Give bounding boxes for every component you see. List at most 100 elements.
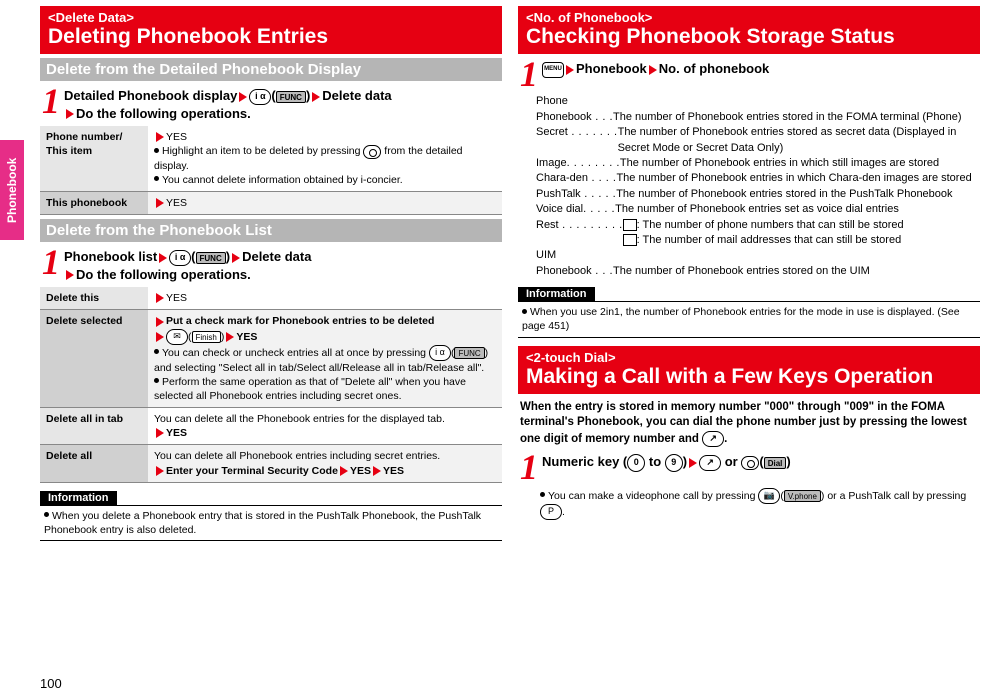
step-text: or xyxy=(721,454,741,469)
i-alpha-key-icon[interactable]: i α xyxy=(429,345,451,361)
func-label: FUNC xyxy=(276,91,306,103)
table-cell-label: Delete this xyxy=(40,287,148,310)
table-cell-label: Delete selected xyxy=(40,310,148,408)
step-text: Do the following operations. xyxy=(76,106,251,121)
term: Phonebook xyxy=(536,265,592,277)
table-cell-value: You can delete all the Phonebook entries… xyxy=(148,408,502,445)
step-number: 1 xyxy=(520,58,538,90)
description: : The number of mail addresses that can … xyxy=(637,234,902,246)
bullet-icon xyxy=(154,176,159,181)
table-cell-label: This phonebook xyxy=(40,191,148,214)
pushtalk-key-icon[interactable]: P xyxy=(540,504,562,520)
text: Perform the same operation as that of "D… xyxy=(154,376,466,402)
text: Highlight an item to be deleted by press… xyxy=(162,145,363,157)
call-key-icon[interactable]: ↗ xyxy=(702,431,724,447)
step-1b: 1 Phonebook listi α(FUNC)Delete data Do … xyxy=(40,246,502,283)
arrow-icon xyxy=(239,92,247,102)
table-cell-value: YES Highlight an item to be deleted by p… xyxy=(148,126,502,191)
text: and selecting "Select all in tab/Select … xyxy=(154,362,484,374)
text: You cannot delete information obtained b… xyxy=(162,174,403,186)
description: The number of Phonebook entries stored i… xyxy=(616,187,980,202)
text: When you delete a Phonebook entry that i… xyxy=(44,510,481,536)
bullet-icon xyxy=(154,349,159,354)
arrow-icon xyxy=(159,253,167,263)
phone-count-icon xyxy=(623,219,637,231)
arrow-icon xyxy=(340,466,348,476)
key-0-icon[interactable]: 0 xyxy=(627,454,645,472)
bullet-icon xyxy=(44,512,49,517)
right-column: <No. of Phonebook> Checking Phonebook St… xyxy=(518,6,980,541)
vphone-label: V.phone xyxy=(784,490,821,502)
step-text: Phonebook list xyxy=(64,249,157,264)
func-label: FUNC xyxy=(196,252,226,264)
arrow-icon xyxy=(156,198,164,208)
arrow-icon xyxy=(156,132,164,142)
arrow-icon xyxy=(156,466,164,476)
text: When you use 2in1, the number of Phonebo… xyxy=(522,306,960,332)
bullet-icon xyxy=(154,378,159,383)
table-cell-label: Phone number/ This item xyxy=(40,126,148,191)
table-cell-value: YES xyxy=(148,287,502,310)
section-tag: <Delete Data> xyxy=(48,10,494,25)
description: The number of Phonebook entries stored i… xyxy=(613,110,980,125)
text: YES xyxy=(383,465,404,477)
step-text: to xyxy=(645,454,665,469)
table-cell-value: Put a check mark for Phonebook entries t… xyxy=(148,310,502,408)
page-number: 100 xyxy=(40,676,62,691)
menu-key-icon[interactable]: MENU xyxy=(542,62,564,78)
step-text: Do the following operations. xyxy=(76,267,251,282)
i-alpha-key-icon[interactable]: i α xyxy=(249,89,271,105)
term: Phonebook xyxy=(536,111,592,123)
table-cell-value: YES xyxy=(148,191,502,214)
subheader-list: Delete from the Phonebook List xyxy=(40,219,502,242)
arrow-icon xyxy=(156,293,164,303)
func-label: FUNC xyxy=(454,347,484,359)
step-text: Detailed Phonebook display xyxy=(64,88,237,103)
section-tag: <2-touch Dial> xyxy=(526,350,972,365)
table-cell-label: Delete all xyxy=(40,445,148,482)
i-alpha-key-icon[interactable]: i α xyxy=(169,250,191,266)
information-label: Information xyxy=(40,491,117,505)
bullet-icon xyxy=(154,148,159,153)
group-label: Phone xyxy=(536,94,980,109)
arrow-icon xyxy=(66,270,74,280)
section-delete-data: <Delete Data> Deleting Phonebook Entries xyxy=(40,6,502,54)
step-text: Numeric key ( xyxy=(542,454,627,469)
description: The number of Phonebook entries stored a… xyxy=(618,125,980,156)
text: You can delete all the Phonebook entries… xyxy=(154,413,445,425)
definitions-phone: Phone Phonebook . . .The number of Phone… xyxy=(518,94,980,279)
call-key-icon[interactable]: ↗ xyxy=(699,455,721,471)
key-9-icon[interactable]: 9 xyxy=(665,454,683,472)
section-2touch-dial: <2-touch Dial> Making a Call with a Few … xyxy=(518,346,980,394)
bullet-icon xyxy=(522,309,527,314)
section-title: Deleting Phonebook Entries xyxy=(48,25,494,48)
term: Rest xyxy=(536,219,559,231)
intro-text: When the entry is stored in memory numbe… xyxy=(520,400,978,448)
arrow-icon xyxy=(649,65,657,75)
term: Secret xyxy=(536,126,568,138)
arrow-icon xyxy=(66,109,74,119)
left-column: <Delete Data> Deleting Phonebook Entries… xyxy=(40,6,502,541)
table-delete-detailed: Phone number/ This item YES Highlight an… xyxy=(40,126,502,215)
nav-key-icon[interactable] xyxy=(741,456,759,470)
term: Voice dial xyxy=(536,203,583,215)
text: When the entry is stored in memory numbe… xyxy=(520,401,967,445)
section-title: Making a Call with a Few Keys Operation xyxy=(526,365,972,388)
step-number: 1 xyxy=(520,451,538,483)
arrow-icon xyxy=(156,332,164,342)
description: The number of Phonebook entries in which… xyxy=(620,156,980,171)
text: YES xyxy=(166,427,187,439)
section-title: Checking Phonebook Storage Status xyxy=(526,25,972,48)
arrow-icon xyxy=(232,253,240,263)
arrow-icon xyxy=(312,92,320,102)
footnote: You can make a videophone call by pressi… xyxy=(518,488,980,520)
mail-key-icon[interactable]: ✉ xyxy=(166,329,188,345)
nav-key-icon[interactable] xyxy=(363,145,381,159)
mail-count-icon xyxy=(623,234,637,246)
table-cell-label: Delete all in tab xyxy=(40,408,148,445)
text: Enter your Terminal Security Code xyxy=(166,465,338,477)
information-body: When you use 2in1, the number of Phonebo… xyxy=(518,301,980,337)
step-text: Phonebook xyxy=(576,61,647,76)
camera-key-icon[interactable]: 📷 xyxy=(758,488,780,504)
step-text: Delete data xyxy=(322,88,391,103)
